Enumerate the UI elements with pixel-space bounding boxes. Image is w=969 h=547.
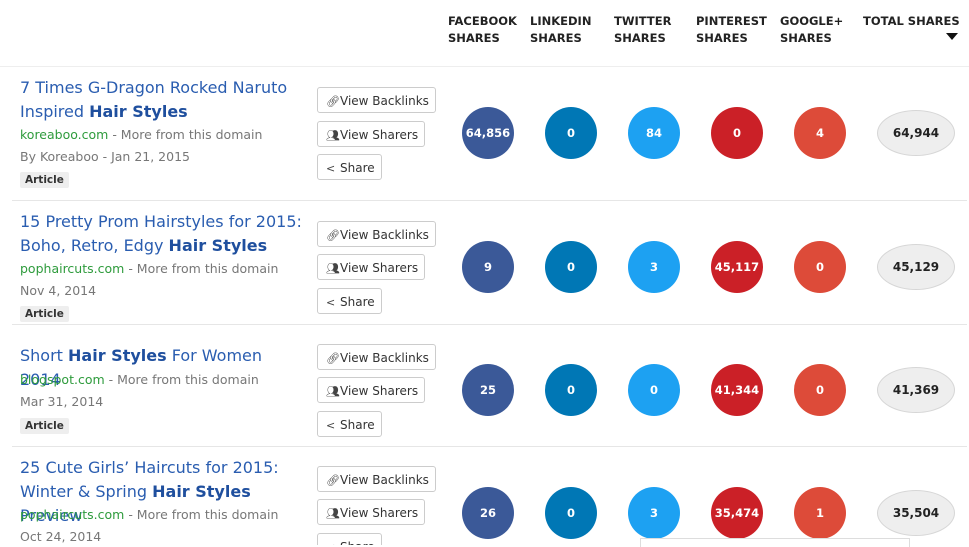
facebook-shares-count: 26	[462, 487, 514, 539]
share-button[interactable]: <Share	[317, 288, 382, 314]
result-meta: Oct 24, 2014	[20, 529, 102, 544]
total-shares-count: 64,944	[877, 110, 955, 156]
table-row: 25 Cute Girls’ Haircuts for 2015: Winter…	[12, 447, 967, 545]
linkedin-shares-count: 0	[545, 487, 597, 539]
view-sharers-button[interactable]: 👥︎View Sharers	[317, 377, 426, 403]
table-row: 7 Times G-Dragon Rocked Naruto Inspired …	[12, 67, 967, 201]
users-icon: 👥︎	[326, 507, 340, 520]
result-title[interactable]: 25 Cute Girls’ Haircuts for 2015: Winter…	[20, 458, 279, 525]
linkedin-shares-count: 0	[545, 241, 597, 293]
share-icon: <	[326, 535, 338, 545]
domain-link[interactable]: blogspot.com	[20, 372, 105, 387]
total-shares-count: 41,369	[877, 367, 955, 413]
col-total-shares[interactable]: TOTAL SHARES	[863, 14, 960, 28]
link-icon: 🔗︎	[326, 352, 340, 365]
share-icon: <	[326, 296, 336, 309]
pinterest-shares-count: 41,344	[711, 364, 763, 416]
col-linkedin-shares[interactable]: LINKEDIN SHARES	[530, 14, 592, 45]
content-type-badge: Article	[20, 306, 69, 322]
col-twitter-shares[interactable]: TWITTER SHARES	[614, 14, 672, 45]
col-googleplus-shares[interactable]: GOOGLE+ SHARES	[780, 14, 844, 45]
link-icon: 🔗︎	[326, 95, 340, 108]
result-domain: koreaboo.com - More from this domain	[20, 127, 262, 142]
facebook-shares-count: 25	[462, 364, 514, 416]
linkedin-shares-count: 0	[545, 107, 597, 159]
content-type-badge: Article	[20, 172, 69, 188]
result-title[interactable]: 7 Times G-Dragon Rocked Naruto Inspired …	[20, 78, 288, 121]
twitter-shares-count: 84	[628, 107, 680, 159]
pinterest-shares-count: 45,117	[711, 241, 763, 293]
result-domain: pophaircuts.com - More from this domain	[20, 507, 278, 522]
share-icon: <	[326, 419, 336, 432]
more-from-domain-link[interactable]: - More from this domain	[128, 261, 279, 276]
users-icon: 👥︎	[326, 129, 340, 142]
col-facebook-shares[interactable]: FACEBOOK SHARES	[448, 14, 517, 45]
view-backlinks-button[interactable]: 🔗︎View Backlinks	[317, 87, 436, 113]
more-from-domain-link[interactable]: - More from this domain	[112, 127, 263, 142]
googleplus-shares-count: 0	[794, 364, 846, 416]
col-pinterest-shares[interactable]: PINTEREST SHARES	[696, 14, 767, 45]
more-from-domain-link[interactable]: - More from this domain	[108, 372, 259, 387]
total-shares-count: 35,504	[877, 490, 955, 536]
overlay-panel-edge	[640, 538, 910, 547]
view-backlinks-button[interactable]: 🔗︎View Backlinks	[317, 466, 436, 492]
domain-link[interactable]: koreaboo.com	[20, 127, 109, 142]
share-icon: <	[326, 162, 336, 175]
link-icon: 🔗︎	[326, 474, 340, 487]
facebook-shares-count: 64,856	[462, 107, 514, 159]
twitter-shares-count: 3	[628, 241, 680, 293]
table-row: 15 Pretty Prom Hairstyles for 2015: Boho…	[12, 201, 967, 325]
result-meta: Mar 31, 2014	[20, 394, 104, 409]
table-header: FACEBOOK SHARES LINKEDIN SHARES TWITTER …	[0, 0, 969, 67]
link-icon: 🔗︎	[326, 229, 340, 242]
more-from-domain-link[interactable]: - More from this domain	[128, 507, 279, 522]
view-sharers-button[interactable]: 👥︎View Sharers	[317, 499, 426, 525]
total-shares-count: 45,129	[877, 244, 955, 290]
share-button[interactable]: <Share	[317, 533, 382, 545]
share-button[interactable]: <Share	[317, 154, 382, 180]
googleplus-shares-count: 0	[794, 241, 846, 293]
view-backlinks-button[interactable]: 🔗︎View Backlinks	[317, 221, 436, 247]
result-title[interactable]: Short Hair Styles For Women 2014	[20, 346, 263, 389]
domain-link[interactable]: pophaircuts.com	[20, 507, 125, 522]
table-row: Short Hair Styles For Women 2014 blogspo…	[12, 325, 967, 447]
result-meta: Nov 4, 2014	[20, 283, 97, 298]
googleplus-shares-count: 1	[794, 487, 846, 539]
domain-link[interactable]: pophaircuts.com	[20, 261, 125, 276]
pinterest-shares-count: 35,474	[711, 487, 763, 539]
googleplus-shares-count: 4	[794, 107, 846, 159]
twitter-shares-count: 0	[628, 364, 680, 416]
view-backlinks-button[interactable]: 🔗︎View Backlinks	[317, 344, 436, 370]
view-sharers-button[interactable]: 👥︎View Sharers	[317, 254, 426, 280]
pinterest-shares-count: 0	[711, 107, 763, 159]
content-type-badge: Article	[20, 418, 69, 434]
users-icon: 👥︎	[326, 262, 340, 275]
twitter-shares-count: 3	[628, 487, 680, 539]
result-meta: By Koreaboo - Jan 21, 2015	[20, 149, 190, 164]
share-button[interactable]: <Share	[317, 411, 382, 437]
sort-desc-icon[interactable]	[946, 33, 958, 40]
result-domain: pophaircuts.com - More from this domain	[20, 261, 278, 276]
result-title[interactable]: 15 Pretty Prom Hairstyles for 2015: Boho…	[20, 212, 302, 255]
result-domain: blogspot.com - More from this domain	[20, 372, 259, 387]
linkedin-shares-count: 0	[545, 364, 597, 416]
users-icon: 👥︎	[326, 385, 340, 398]
view-sharers-button[interactable]: 👥︎View Sharers	[317, 121, 426, 147]
facebook-shares-count: 9	[462, 241, 514, 293]
